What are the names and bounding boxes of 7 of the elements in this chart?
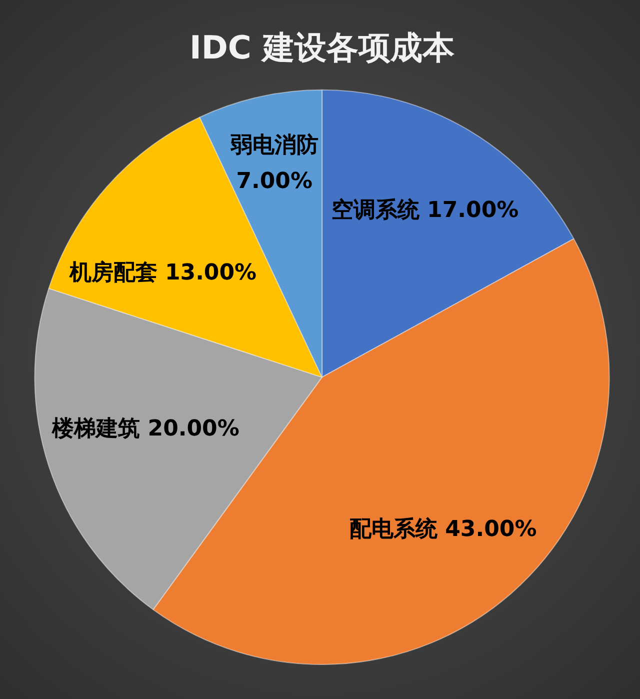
slice-label: 配电系统 43.00%: [349, 516, 537, 542]
data-label: 7.00%: [236, 168, 313, 194]
slice-label: 楼梯建筑 20.00%: [51, 416, 240, 442]
slice-label: 机房配套 13.00%: [68, 260, 257, 286]
chart-title: IDC 建设各项成本: [189, 28, 456, 67]
slice-label: 弱电消防: [229, 132, 318, 158]
slice-label: 空调系统 17.00%: [331, 196, 519, 223]
